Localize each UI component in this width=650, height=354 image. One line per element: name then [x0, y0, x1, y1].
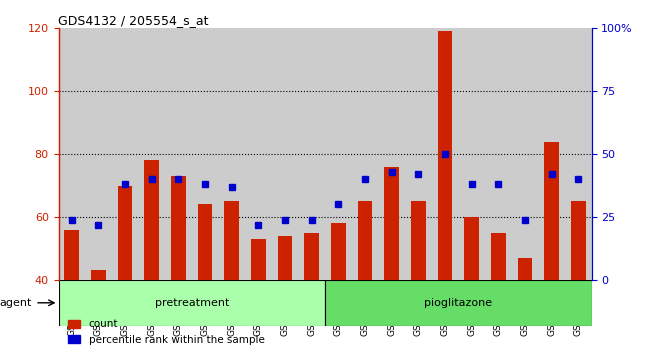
Bar — [218, 28, 245, 280]
Bar — [91, 270, 106, 280]
Text: pretreatment: pretreatment — [155, 298, 229, 308]
Bar — [325, 28, 352, 280]
Bar — [411, 201, 426, 280]
Bar — [58, 28, 85, 280]
Bar — [144, 160, 159, 280]
Bar — [512, 28, 538, 280]
Bar — [352, 28, 378, 280]
Text: agent: agent — [0, 298, 32, 308]
Bar — [304, 233, 319, 280]
Bar — [118, 185, 133, 280]
Bar — [198, 205, 213, 280]
Bar — [272, 28, 298, 280]
Bar — [112, 28, 138, 280]
Bar — [245, 28, 272, 280]
Bar — [192, 28, 218, 280]
Bar — [538, 28, 565, 280]
Bar — [517, 258, 532, 280]
Bar — [405, 28, 432, 280]
Bar — [251, 239, 266, 280]
Bar — [64, 230, 79, 280]
Text: pioglitazone: pioglitazone — [424, 298, 492, 308]
Bar — [278, 236, 292, 280]
Bar — [331, 223, 346, 280]
Bar — [384, 167, 399, 280]
Bar — [485, 28, 512, 280]
Bar — [432, 28, 458, 280]
Bar — [298, 28, 325, 280]
FancyBboxPatch shape — [58, 280, 325, 326]
Bar — [138, 28, 165, 280]
Bar — [85, 28, 112, 280]
Bar — [358, 201, 372, 280]
Bar — [171, 176, 186, 280]
Text: GDS4132 / 205554_s_at: GDS4132 / 205554_s_at — [58, 14, 209, 27]
Bar — [165, 28, 192, 280]
Legend: count, percentile rank within the sample: count, percentile rank within the sample — [64, 315, 268, 349]
Bar — [491, 233, 506, 280]
Bar — [544, 142, 559, 280]
Bar — [437, 32, 452, 280]
Bar — [565, 28, 592, 280]
Bar — [378, 28, 405, 280]
Bar — [464, 217, 479, 280]
Bar — [224, 201, 239, 280]
FancyBboxPatch shape — [325, 280, 592, 326]
Bar — [571, 201, 586, 280]
Bar — [458, 28, 485, 280]
